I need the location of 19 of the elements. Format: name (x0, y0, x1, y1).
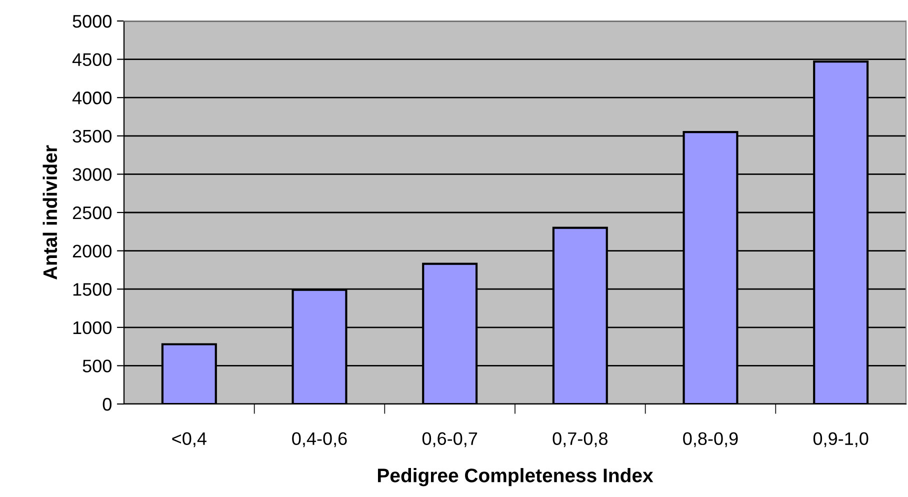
y-tick-label: 2000 (72, 244, 112, 258)
y-tick-label: 1000 (73, 321, 112, 334)
y-tick-label: 0 (102, 398, 112, 411)
y-axis-title: Antal individer (42, 145, 58, 280)
x-tick-label: 0,4-0,6 (292, 432, 347, 448)
y-tick-label: 4000 (72, 92, 112, 104)
y-tick-label: 4500 (72, 53, 112, 66)
y-tick-label: 3000 (72, 168, 112, 181)
x-tick-label: <0,4 (172, 432, 206, 448)
y-tick-label: 2500 (72, 206, 112, 220)
y-tick-label: 500 (82, 360, 112, 372)
x-tick-label: 0,8-0,9 (683, 432, 738, 448)
y-tick-label: 1500 (73, 283, 112, 296)
y-tick-label: 5000 (72, 14, 112, 28)
y-tick-label: 3500 (72, 130, 112, 143)
x-tick-label: 0,6-0,7 (422, 432, 478, 448)
x-tick-label: 0,9-1,0 (813, 432, 868, 448)
x-axis-title: Pedigree Completeness Index (378, 468, 654, 486)
x-tick-label: 0,7-0,8 (552, 432, 608, 448)
